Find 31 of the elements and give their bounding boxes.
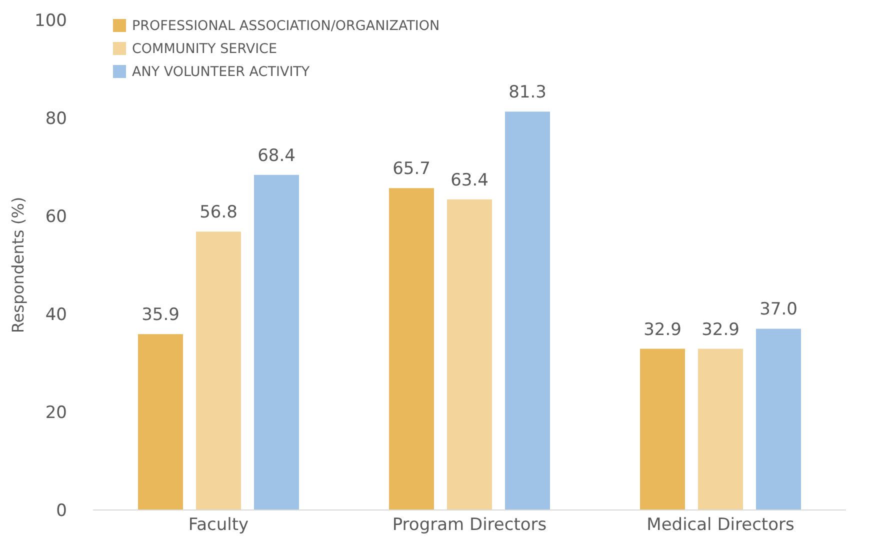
x-tick-label: Medical Directors bbox=[646, 515, 794, 536]
bar bbox=[756, 328, 801, 510]
bar bbox=[389, 188, 434, 510]
legend-label: PROFESSIONAL ASSOCIATION/ORGANIZATION bbox=[132, 18, 440, 34]
y-axis-title: Respondents (%) bbox=[8, 196, 28, 334]
data-label: 37.0 bbox=[760, 300, 798, 320]
data-label: 63.4 bbox=[450, 170, 488, 190]
data-label: 32.9 bbox=[702, 320, 740, 340]
data-label: 32.9 bbox=[644, 320, 682, 340]
x-tick-label: Faculty bbox=[188, 515, 249, 536]
bar bbox=[698, 348, 743, 510]
legend-label: COMMUNITY SERVICE bbox=[132, 40, 278, 56]
data-label: 56.8 bbox=[200, 202, 238, 223]
legend-label: ANY VOLUNTEER ACTIVITY bbox=[132, 64, 310, 80]
data-label: 81.3 bbox=[508, 82, 546, 103]
bar bbox=[505, 112, 550, 510]
bar bbox=[196, 232, 241, 510]
y-tick-label: 40 bbox=[45, 305, 67, 326]
bar bbox=[254, 174, 299, 510]
y-tick-label: 0 bbox=[56, 501, 67, 522]
data-label: 68.4 bbox=[258, 146, 296, 166]
bar bbox=[447, 199, 492, 510]
x-tick-label: Program Directors bbox=[392, 515, 547, 536]
bar bbox=[640, 348, 685, 510]
y-tick-label: 20 bbox=[45, 403, 67, 424]
y-tick-label: 60 bbox=[45, 207, 67, 228]
data-label: 65.7 bbox=[392, 159, 430, 180]
data-label: 35.9 bbox=[142, 305, 180, 326]
y-tick-label: 100 bbox=[34, 11, 67, 32]
bar bbox=[138, 334, 183, 510]
y-tick-label: 80 bbox=[45, 109, 67, 130]
